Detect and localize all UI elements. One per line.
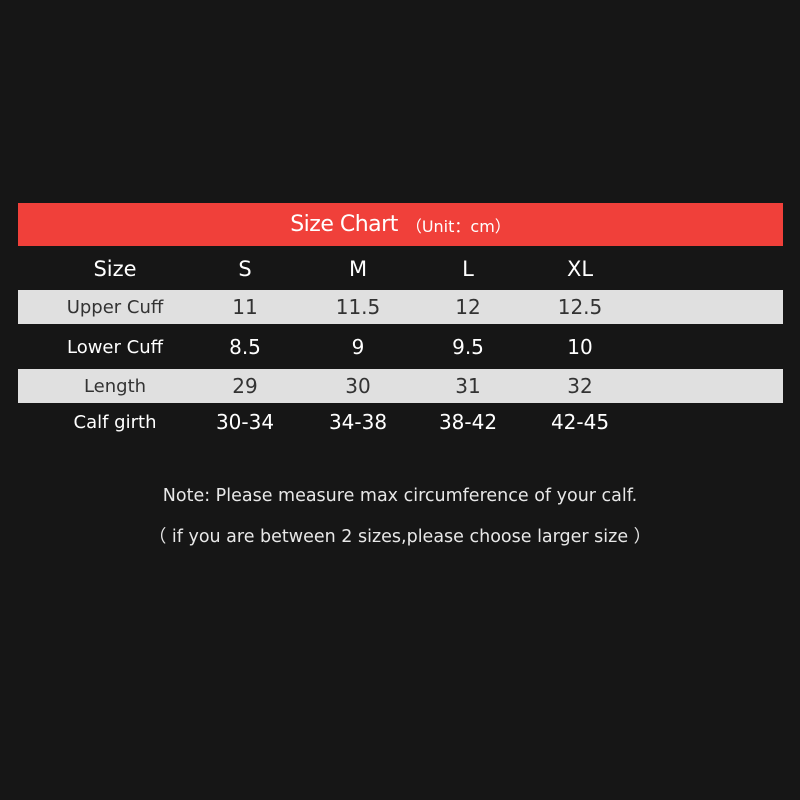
unit-label: （Unit：cm） — [405, 216, 511, 236]
table-cell: 9 — [351, 335, 365, 359]
table-cell: 42-45 — [550, 410, 610, 434]
note-line-2: （ if you are between 2 sizes,please choo… — [148, 527, 652, 547]
table-cell: 30 — [345, 374, 371, 398]
table-cell: XL — [566, 257, 594, 281]
note-line-1: Note: Please measure max circumference o… — [162, 486, 638, 506]
table-row: Lower Cuff 8.5 9 9.5 10 — [18, 330, 783, 364]
table-cell: 12.5 — [557, 295, 603, 319]
header-cell: Size — [93, 257, 137, 281]
table-header-row: Size S M L XL — [18, 252, 783, 286]
table-cell: 9.5 — [452, 335, 484, 359]
table-cell: S — [238, 257, 252, 281]
table-row: Calf girth 30-34 34-38 38-42 42-45 — [18, 405, 783, 439]
table-row: Length 29 30 31 32 — [18, 369, 783, 403]
size-chart-title-bar: Size Chart （Unit：cm） — [18, 203, 783, 246]
title: Size Chart — [290, 212, 398, 237]
table-cell: 10 — [567, 335, 593, 359]
table-cell: 38-42 — [438, 410, 498, 434]
table-row: Upper Cuff 11 11.5 12 12.5 — [18, 290, 783, 324]
table-cell: 12 — [455, 295, 481, 319]
table-cell: 11.5 — [335, 295, 381, 319]
table-cell: 32 — [567, 374, 593, 398]
table-cell: 31 — [455, 374, 481, 398]
table-cell: 29 — [232, 374, 258, 398]
row-label: Upper Cuff — [66, 296, 164, 318]
table-cell: 8.5 — [229, 335, 261, 359]
table-cell: L — [462, 257, 474, 281]
table-cell: M — [348, 257, 368, 281]
table-cell: 11 — [232, 295, 258, 319]
row-label: Lower Cuff — [66, 336, 164, 358]
row-label: Length — [83, 375, 147, 397]
table-cell: 30-34 — [215, 410, 275, 434]
row-label: Calf girth — [73, 411, 157, 433]
table-cell: 34-38 — [328, 410, 388, 434]
